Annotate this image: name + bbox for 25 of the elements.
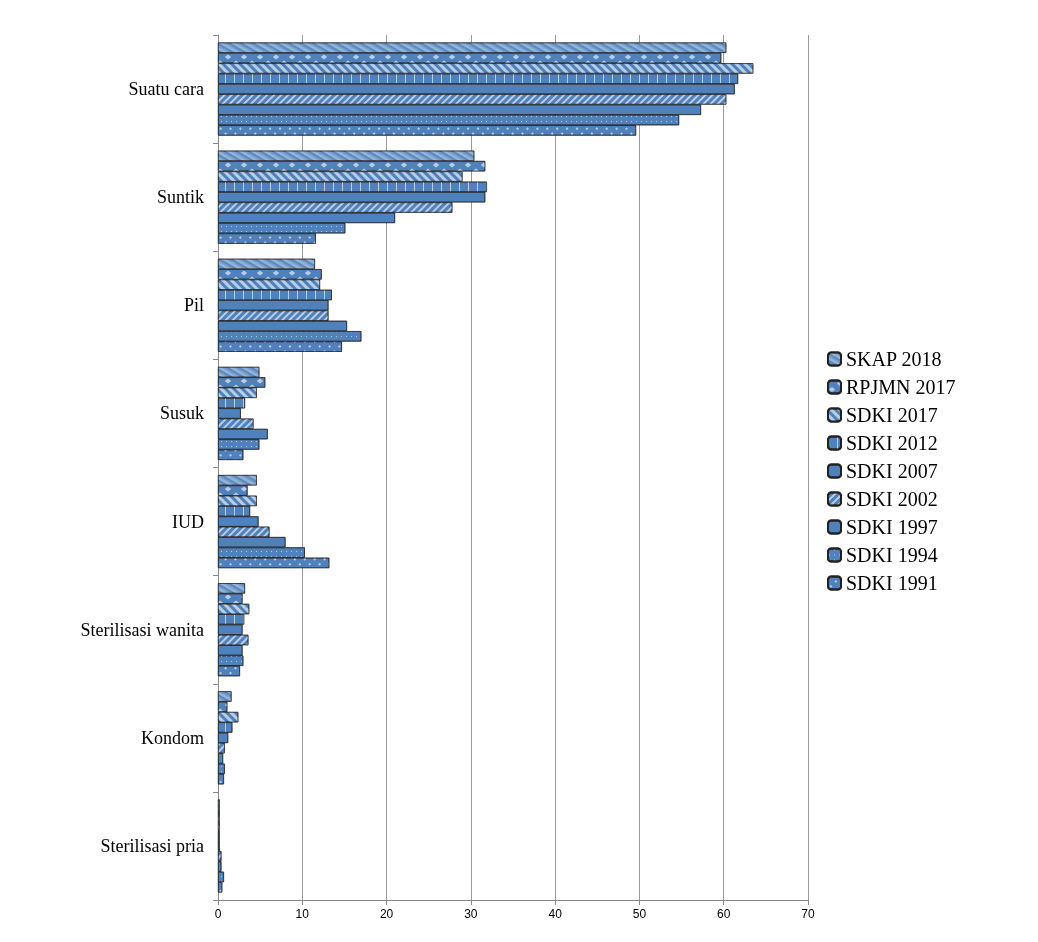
x-tick-label: 30 [464, 907, 478, 921]
x-tick-label: 0 [214, 907, 222, 921]
y-tick-label: Suntik [156, 187, 204, 208]
x-tick-label: 70 [801, 907, 815, 921]
legend-label: SDKI 2012 [846, 432, 938, 454]
legend-label: SDKI 2007 [846, 460, 938, 482]
y-tick-label: Kondom [141, 727, 204, 748]
legend-label: SDKI 1994 [846, 544, 938, 566]
legend-label: SDKI 2017 [846, 404, 938, 426]
x-tick-label: 50 [632, 907, 647, 921]
x-tick-label: 40 [548, 907, 563, 921]
y-tick-label: IUD [172, 511, 204, 532]
y-tick-label: Suatu cara [128, 79, 204, 100]
y-tick-label: Sterilisasi wanita [80, 619, 204, 640]
legend-label: SDKI 1997 [846, 516, 938, 538]
y-tick-label: Susuk [159, 403, 204, 424]
y-tick-label: Pil [183, 295, 204, 316]
legend-label: SKAP 2018 [846, 348, 942, 370]
x-tick-label: 20 [379, 907, 394, 921]
x-tick-label: 10 [295, 907, 310, 921]
legend-label: SDKI 2002 [846, 488, 938, 510]
legend-label: SDKI 1991 [846, 572, 938, 594]
y-tick-label: Sterilisasi pria [100, 835, 205, 856]
legend-label: RPJMN 2017 [846, 376, 956, 398]
x-tick-label: 60 [717, 907, 731, 921]
